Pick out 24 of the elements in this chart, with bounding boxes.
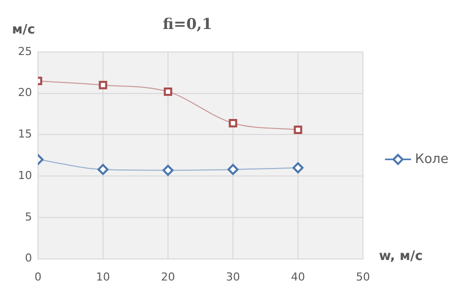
y-tick-label: 10	[18, 168, 32, 182]
x-axis-title: w, м/с	[379, 249, 423, 264]
y-tick-label: 20	[18, 86, 32, 100]
chart-title: fi=0,1	[162, 14, 212, 33]
x-tick-label: 0	[34, 270, 42, 284]
y-axis-title: м/с	[12, 22, 36, 38]
y-tick-label: 0	[24, 252, 32, 265]
point	[228, 118, 238, 128]
y-tick-label: 5	[24, 210, 32, 224]
point	[98, 80, 108, 90]
x-tick-label: 20	[161, 270, 175, 284]
x-tick-label: 50	[356, 270, 370, 284]
point	[294, 126, 302, 134]
x-tick-label: 10	[96, 270, 110, 284]
x-tick-label: 30	[226, 270, 240, 284]
point	[292, 162, 304, 174]
x-tick-label: 40	[291, 270, 305, 284]
point	[98, 164, 108, 175]
point	[164, 88, 172, 96]
legend-label: Коле	[415, 152, 448, 167]
point	[162, 164, 174, 176]
point	[228, 164, 238, 175]
y-tick-label: 25	[18, 44, 32, 58]
y-tick-label: 15	[18, 128, 32, 141]
